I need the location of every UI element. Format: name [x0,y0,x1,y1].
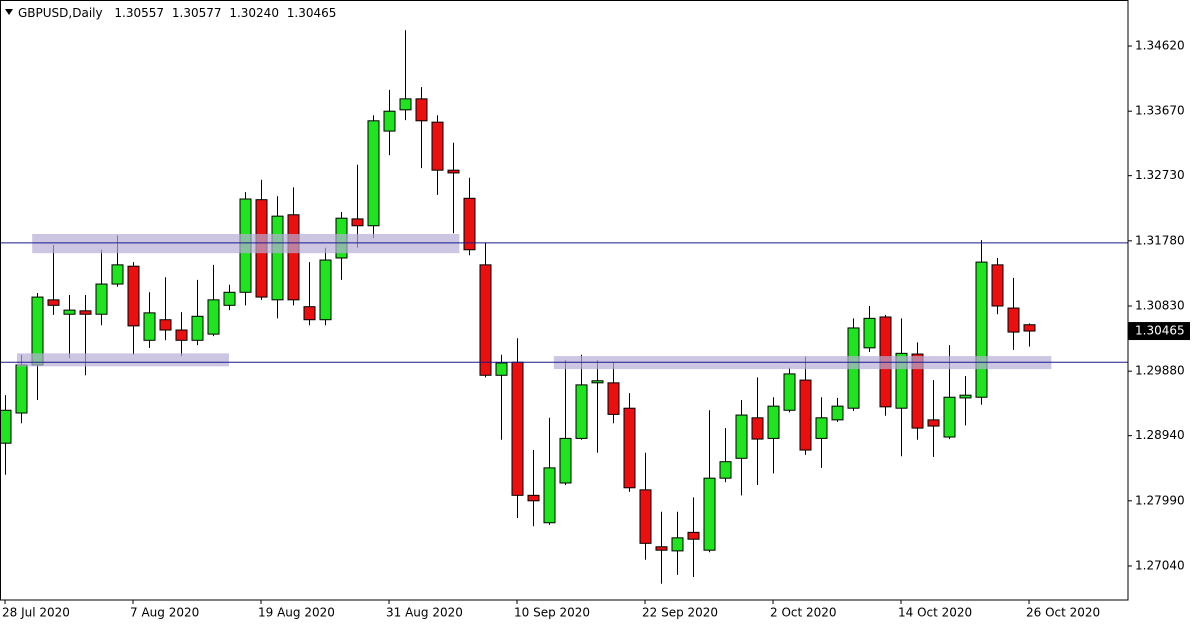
candle-body-down [911,353,924,429]
last-price-label: 1.30465 [1135,324,1185,338]
candle-body-down [799,379,812,451]
candle-body-up [575,384,588,439]
candle-body-down [927,419,940,427]
y-tick-label: 1.34620 [1135,39,1185,53]
candle-body-down [127,265,140,327]
candle-body-up [943,396,956,438]
candle-body-down [751,417,764,440]
candle-body-down [607,382,620,415]
candle-body-down [431,121,444,171]
chart-title: GBPUSD,Daily [18,6,103,20]
candle-body-up [399,98,412,111]
y-tick-label: 1.29880 [1135,364,1185,378]
candle-body-up [63,309,76,315]
candle-body-up [671,537,684,552]
x-tick-label: 28 Jul 2020 [2,606,70,620]
candle-body-down [687,531,700,540]
y-tick-label: 1.33670 [1135,104,1185,118]
candle-body-down [991,264,1004,307]
candle-body-down [351,218,364,227]
menu-arrow[interactable] [5,9,13,15]
candle-body-down [175,329,188,341]
y-tick-label: 1.32730 [1135,168,1185,182]
chart-header: GBPUSD,Daily 1.30557 1.30577 1.30240 1.3… [18,6,336,20]
y-tick-label: 1.27040 [1135,558,1185,572]
candle-body-up [959,394,972,399]
candle-body-down [655,546,668,551]
candle-body-up [367,120,380,227]
y-tick-label: 1.30830 [1135,299,1185,313]
candle-body-down [415,98,428,122]
zone [32,233,460,254]
candle-body-up [0,409,12,444]
zone [17,353,229,367]
candle-body-up [223,291,236,306]
open-label: 1.30557 [114,6,164,20]
y-tick-label: 1.27990 [1135,493,1185,507]
candle-body-down [527,494,540,502]
candle-body-down [1007,307,1020,333]
candle-body-down [479,264,492,376]
high-label: 1.30577 [172,6,222,20]
close-label: 1.30465 [287,6,337,20]
y-tick-label: 1.31780 [1135,233,1185,247]
x-tick-label: 2 Oct 2020 [770,606,837,620]
candle-body-down [47,299,60,306]
candle-body-down [1023,324,1036,332]
candle-body-up [815,417,828,439]
candle-body-up [383,110,396,132]
candle-body-up [863,317,876,349]
candle-body-up [783,373,796,411]
x-tick-label: 31 Aug 2020 [386,606,463,620]
x-tick-label: 7 Aug 2020 [130,606,199,620]
candle-body-up [111,264,124,285]
x-tick-label: 22 Sep 2020 [642,606,718,620]
x-tick-label: 14 Oct 2020 [898,606,972,620]
candle-body-down [639,489,652,544]
candle-body-down [447,169,460,174]
candle-body-down [159,319,172,331]
candle-body-down [511,361,524,496]
candle-body-up [495,362,508,376]
candle-body-up [271,215,284,301]
candle-body-down [303,306,316,321]
candle-body-down [287,214,300,301]
low-label: 1.30240 [229,6,279,20]
candle-body-up [207,299,220,335]
candle-body-up [831,405,844,421]
candle-body-up [143,312,156,341]
last-price-box [1128,322,1190,341]
candle-body-down [79,310,92,315]
candle-body-up [543,467,556,524]
x-tick-label: 26 Oct 2020 [1026,606,1100,620]
candle-body-down [463,197,476,251]
candle-body-up [735,414,748,459]
candle-body-up [975,261,988,398]
plot-frame [0,0,1129,601]
candle-body-down [623,407,636,489]
candle-body-up [191,315,204,341]
candle-body-up [319,259,332,321]
y-tick-label: 1.28940 [1135,428,1185,442]
candle-body-up [719,461,732,479]
candle-body-up [767,405,780,439]
candle-body-up [591,380,604,384]
candle-body-up [703,477,716,551]
x-tick-label: 19 Aug 2020 [258,606,335,620]
x-tick-label: 10 Sep 2020 [514,606,590,620]
candle-body-up [15,364,28,414]
candle-body-up [559,437,572,484]
candle-body-up [95,283,108,315]
candle-body-up [895,352,908,409]
plot-area [0,30,1128,584]
